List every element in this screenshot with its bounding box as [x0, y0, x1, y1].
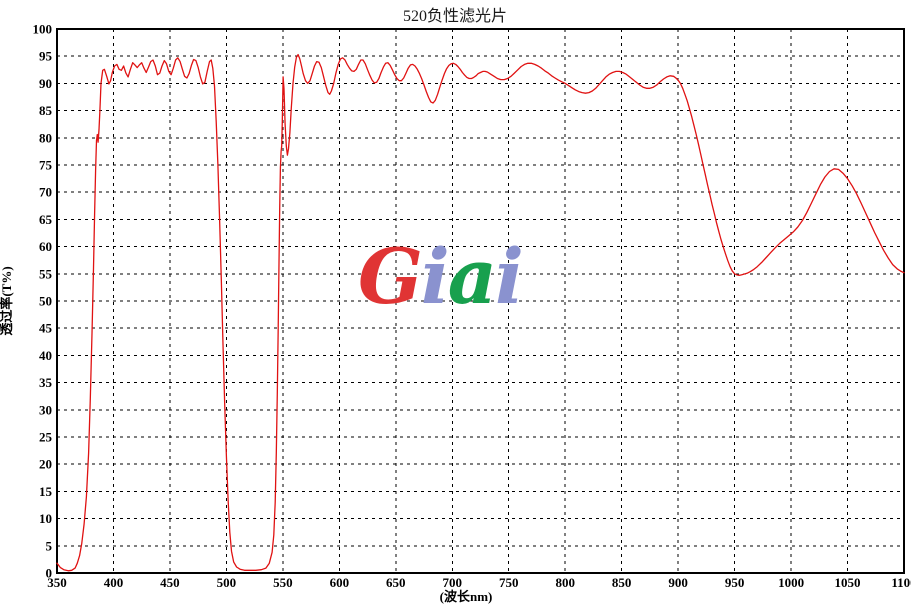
- x-tick-label: 350: [47, 575, 67, 590]
- x-tick-label: 1050: [835, 575, 861, 590]
- y-tick-label: 10: [39, 511, 52, 526]
- x-tick-label: 650: [386, 575, 406, 590]
- y-tick-label: 30: [39, 402, 52, 417]
- y-tick-label: 20: [39, 457, 52, 472]
- x-tick-label: 950: [725, 575, 745, 590]
- y-tick-label: 65: [39, 212, 53, 227]
- y-axis-label: 透过率(T%): [0, 266, 14, 335]
- y-tick-label: 100: [33, 22, 53, 37]
- x-axis-tick-labels: 350 400 450 500 550 600 650 700 750 800 850 900 950 1…: [47, 575, 911, 590]
- watermark-letter: i: [495, 232, 522, 321]
- y-axis-tick-labels: 0 5 10 15 20 25 30 35 40 45 50 55 60 65 70 75 80 85 90 95 10…: [33, 22, 53, 581]
- chart-title: 520负性滤光片: [403, 7, 507, 25]
- x-tick-label: 1000: [778, 575, 804, 590]
- x-tick-label: 550: [273, 575, 293, 590]
- y-tick-label: 35: [39, 375, 53, 390]
- y-tick-label: 0: [46, 566, 53, 581]
- transmission-curve-line: [56, 53, 905, 572]
- y-tick-label: 80: [39, 130, 52, 145]
- giai-logo-watermark: Giai: [358, 232, 522, 321]
- y-tick-label: 85: [39, 103, 53, 118]
- x-tick-label: 600: [330, 575, 350, 590]
- y-tick-label: 55: [39, 266, 53, 281]
- y-tick-label: 25: [39, 430, 53, 445]
- x-tick-label: 500: [217, 575, 237, 590]
- x-tick-label: 450: [160, 575, 180, 590]
- transmission-curve: [56, 53, 905, 572]
- gridlines: [57, 29, 904, 573]
- y-tick-label: 75: [39, 158, 53, 173]
- y-tick-label: 90: [39, 76, 52, 91]
- y-tick-label: 45: [39, 321, 53, 336]
- y-tick-label: 70: [39, 185, 52, 200]
- x-tick-label: 750: [499, 575, 519, 590]
- plot-border: [56, 28, 905, 574]
- watermark-letter: a: [448, 232, 495, 321]
- y-tick-label: 40: [39, 348, 52, 363]
- watermark-letter: G: [358, 232, 421, 321]
- y-tick-label: 5: [46, 538, 53, 553]
- y-tick-label: 95: [39, 49, 53, 64]
- y-tick-label: 15: [39, 484, 53, 499]
- x-tick-label: 400: [104, 575, 124, 590]
- x-tick-label: 700: [443, 575, 463, 590]
- x-tick-label: 900: [668, 575, 688, 590]
- x-tick-label: 800: [555, 575, 575, 590]
- y-tick-label: 50: [39, 294, 52, 309]
- watermark-letter: i: [421, 232, 448, 321]
- y-tick-label: 60: [39, 239, 52, 254]
- x-tick-label: 850: [612, 575, 632, 590]
- x-axis-label: (波长nm): [440, 589, 493, 604]
